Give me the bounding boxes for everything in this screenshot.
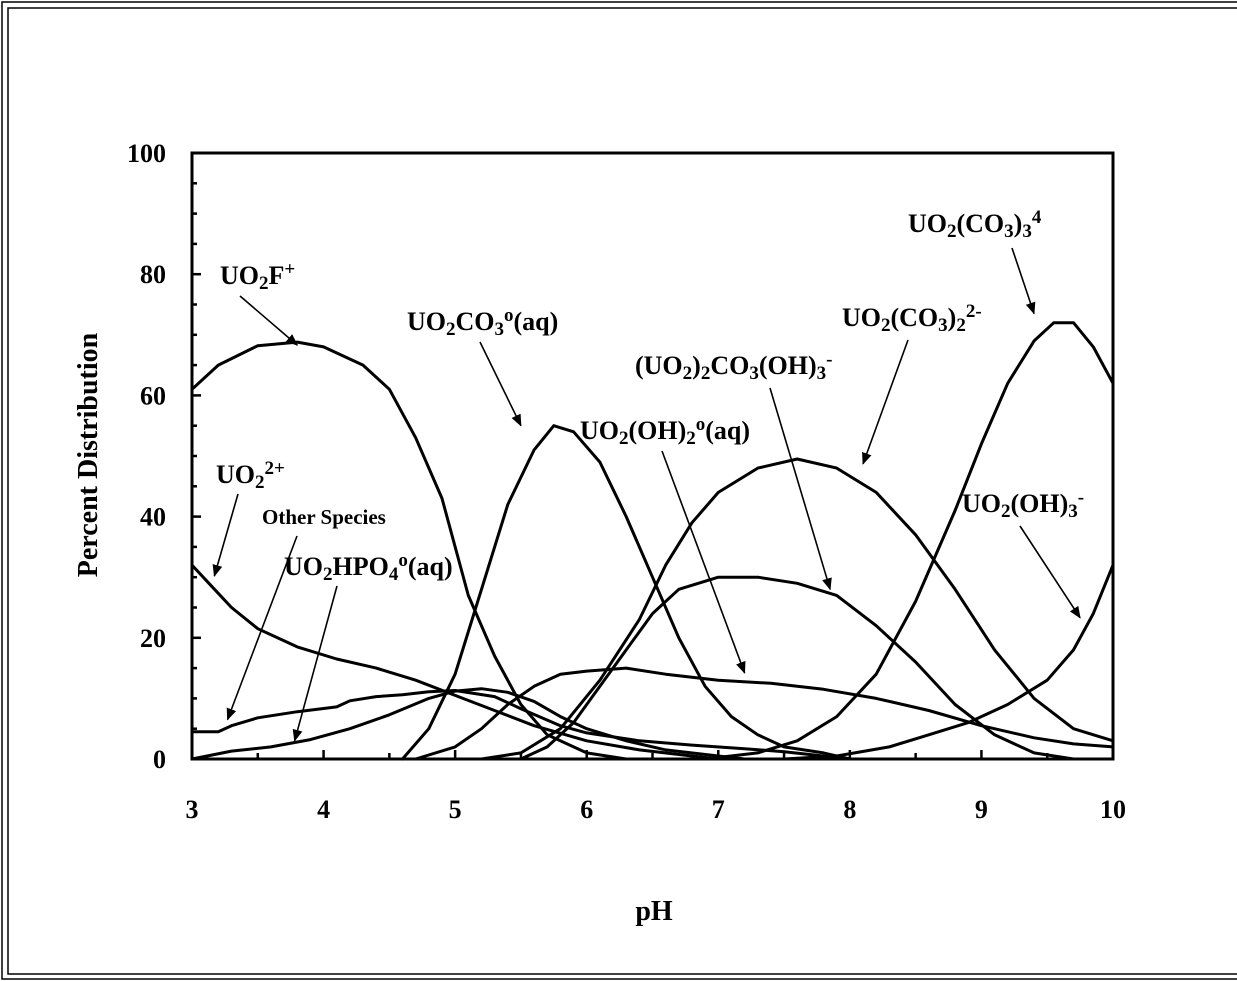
series-line-uo2co3o-aq — [401, 424, 852, 761]
label-uo2f: UO2F+ — [220, 259, 295, 293]
label-other-species: Other Species — [262, 505, 386, 529]
arrow-uo2-co3-3-4 — [1011, 247, 1036, 315]
x-tick-label: 6 — [580, 795, 593, 824]
y-tick-label: 0 — [153, 745, 166, 774]
axis-ticks — [190, 151, 1115, 761]
arrow-uo2-2co3-oh-3 — [769, 387, 832, 591]
series-line-uo2-co3-3-4 — [703, 321, 1115, 761]
arrow-uo2-co3-2-2 — [862, 339, 909, 465]
series-line-uo2-2co3-oh-3 — [519, 575, 1075, 761]
inner-border — [7, 7, 1237, 975]
label-uo2hpo4o-aq: UO2HPO4o(aq) — [284, 550, 453, 584]
y-tick-label: 40 — [140, 503, 166, 532]
y-tick-label: 60 — [140, 381, 166, 410]
label-uo2-2co3-oh-3: (UO2)2CO3(OH)3- — [635, 349, 832, 383]
series-line-uo2-oh-3 — [782, 563, 1115, 761]
series-line-uo2-co3-2-2 — [480, 457, 1115, 761]
label-uo2-oh-2o-aq: UO2(OH)2o(aq) — [580, 414, 750, 448]
x-tick-label: 8 — [843, 795, 856, 824]
annotation-arrows — [212, 247, 1081, 742]
label-uo2co3o-aq: UO2CO3o(aq) — [407, 305, 558, 339]
x-tick-label: 7 — [712, 795, 725, 824]
arrow-uo2co3o-aq — [479, 341, 522, 427]
y-tick-label: 20 — [140, 624, 166, 653]
arrow-uo2-2 — [212, 493, 239, 577]
label-uo2-oh-3: UO2(OH)3- — [962, 487, 1084, 521]
species-labels: UO2F+ UO2CO3o(aq) UO2(CO3)34 UO2(CO3)22- (UO… — [216, 207, 1084, 584]
plot-area-frame — [190, 151, 1115, 761]
label-uo2-co3-3-4: UO2(CO3)34 — [908, 207, 1042, 241]
series-line-uo2-2 — [190, 563, 720, 761]
arrow-uo2f — [239, 295, 299, 346]
x-tick-label: 4 — [317, 795, 330, 824]
y-tick-label: 100 — [127, 139, 166, 168]
x-tick-label: 9 — [975, 795, 988, 824]
y-axis-title: Percent Distribution — [73, 332, 104, 577]
series-layer — [190, 321, 1115, 761]
series-line-other-species — [190, 689, 852, 761]
label-uo2-2: UO22+ — [216, 458, 285, 492]
arrow-other-species — [226, 535, 298, 721]
arrow-uo2-oh-2o-aq — [661, 450, 746, 674]
x-tick-label: 10 — [1100, 795, 1126, 824]
x-tick-label: 3 — [186, 795, 199, 824]
y-tick-label: 80 — [140, 260, 166, 289]
series-line-uo2hpo4o-aq — [190, 687, 747, 761]
arrow-uo2-oh-3 — [1019, 525, 1081, 619]
label-uo2-co3-2-2: UO2(CO3)22- — [842, 301, 982, 335]
x-axis-title: pH — [635, 896, 673, 927]
series-line-uo2f — [190, 340, 628, 761]
x-tick-label: 5 — [449, 795, 462, 824]
series-line-uo2-oh-2o-aq — [414, 666, 1115, 761]
arrow-uo2hpo4o-aq — [292, 585, 338, 742]
